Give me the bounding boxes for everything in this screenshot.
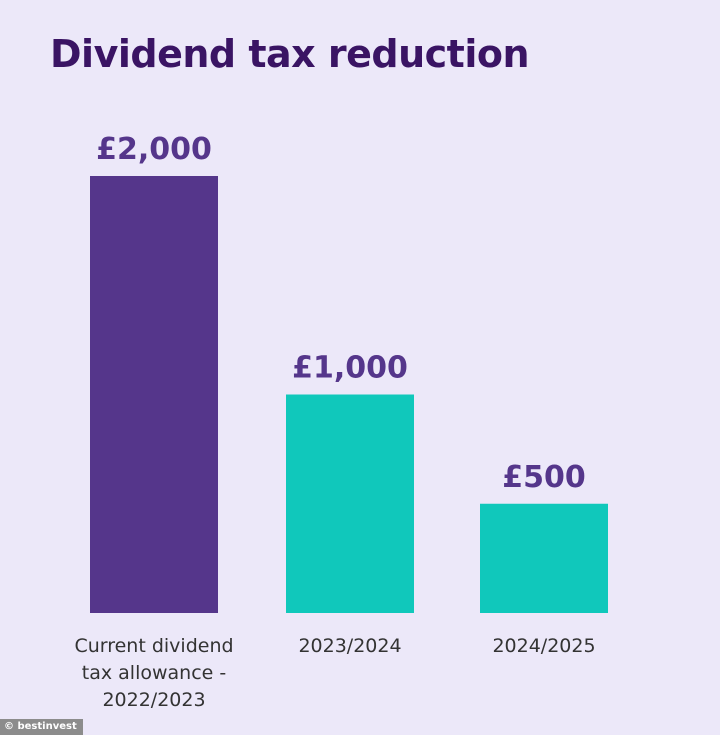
value-label-2: £1,000 [292, 351, 408, 386]
chart-title: Dividend tax reduction [50, 32, 530, 76]
category-label-3: 2024/2025 [492, 635, 595, 657]
value-label-1: £2,000 [96, 132, 212, 167]
value-label-3: £500 [502, 460, 586, 495]
category-label-1: Current dividend tax allowance -2022/2023 [74, 635, 233, 711]
source-watermark: © bestinvest [0, 719, 83, 735]
bar-3 [480, 503, 608, 613]
bar-1 [90, 176, 218, 613]
category-label-2: 2023/2024 [298, 635, 401, 657]
bar-2 [286, 394, 414, 613]
